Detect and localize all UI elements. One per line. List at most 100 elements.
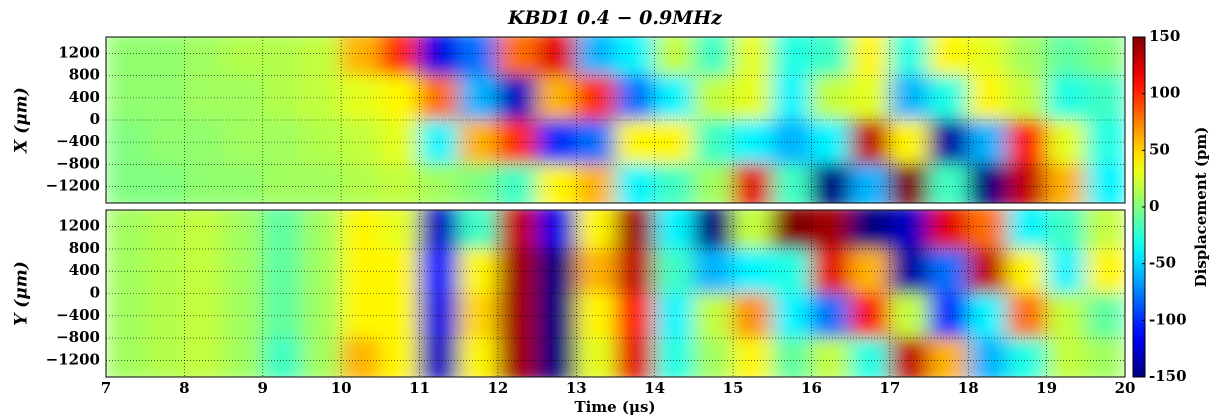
y-axis-label: X (μm): [12, 87, 32, 154]
y-tick-label: 400: [69, 261, 100, 279]
heatmap-cell: [340, 337, 381, 377]
heatmap-cell: [850, 210, 891, 250]
heatmap-cell: [262, 337, 303, 377]
heatmap-cell: [575, 210, 616, 250]
heatmap-cell: [379, 248, 421, 294]
heatmap-cell: [340, 248, 381, 294]
heatmap-cell: [144, 163, 185, 203]
heatmap-cell: [497, 337, 538, 377]
heatmap-cell: [536, 337, 577, 377]
heatmap-cell: [301, 337, 342, 377]
heatmap-cell: [262, 210, 303, 250]
y-tick-label: 0: [90, 284, 100, 302]
x-axis-label: Time (μs): [574, 398, 655, 416]
heatmap-cell: [1046, 337, 1087, 377]
x-tick-label: 9: [258, 379, 268, 397]
heatmap-cell: [183, 293, 225, 339]
heatmap-cell: [340, 293, 381, 339]
heatmap-cell: [379, 37, 421, 77]
heatmap-cell: [654, 337, 695, 377]
heatmap-cell: [262, 163, 303, 203]
x-tick-label: 10: [331, 379, 352, 397]
colorbar-tick-label: -150: [1149, 367, 1187, 385]
heatmap-cell: [810, 293, 852, 339]
heatmap-cell: [654, 163, 695, 203]
y-tick-label: −1200: [46, 176, 100, 194]
heatmap-cell: [106, 163, 146, 203]
heatmap-cell: [810, 337, 852, 377]
heatmap-cell: [693, 210, 734, 250]
x-tick-label: 7: [101, 379, 111, 397]
heatmap-cell: [967, 337, 1008, 377]
heatmap-cell: [536, 210, 577, 250]
y-tick-label: −800: [56, 154, 100, 172]
heatmap-cell: [654, 210, 695, 250]
heatmap-cell: [183, 75, 225, 121]
plot-frame: [105, 36, 1126, 204]
x-tick-label: 17: [879, 379, 900, 397]
heatmap-cell: [654, 37, 695, 77]
y-tick-label: 400: [69, 88, 100, 106]
y-tick-label: 800: [69, 239, 100, 257]
heatmap-cell: [379, 210, 421, 250]
heatmap-cells: [106, 37, 1125, 203]
heatmap-cell: [106, 37, 146, 77]
heatmap-cell: [967, 119, 1008, 165]
heatmap-cell: [928, 337, 969, 377]
heatmap-cell: [497, 37, 538, 77]
heatmap-cell: [106, 337, 146, 377]
heatmap-cell: [419, 337, 460, 377]
heatmap: [106, 210, 1125, 377]
heatmap-cell: [458, 37, 499, 77]
heatmap-cell: [732, 37, 773, 77]
heatmap-cell: [732, 163, 773, 203]
heatmap-cell: [967, 248, 1008, 294]
heatmap-cell: [223, 210, 264, 250]
heatmap-cell: [1085, 337, 1125, 377]
colorbar-tick-label: 100: [1149, 84, 1180, 102]
heatmap-cell: [732, 210, 773, 250]
heatmap-cell: [810, 119, 852, 165]
heatmap-cell: [967, 163, 1008, 203]
x-tick-label: 14: [644, 379, 665, 397]
heatmap-cell: [340, 37, 381, 77]
heatmap-cell: [928, 210, 969, 250]
heatmap-cell: [458, 210, 499, 250]
x-tick-label: 12: [487, 379, 508, 397]
y-tick-label: −1200: [46, 350, 100, 368]
heatmap-cell: [850, 163, 891, 203]
heatmap-cell: [536, 37, 577, 77]
heatmap-cell: [183, 163, 225, 203]
heatmap-cell: [223, 163, 264, 203]
heatmap-cell: [183, 337, 225, 377]
heatmap-cell: [419, 210, 460, 250]
heatmap-cell: [615, 248, 656, 294]
heatmap-cell: [223, 337, 264, 377]
x-tick-label: 8: [179, 379, 189, 397]
heatmap-cell: [615, 37, 656, 77]
x-tick-label: 16: [801, 379, 822, 397]
heatmap-cell: [967, 293, 1008, 339]
heatmap-cell: [223, 37, 264, 77]
heatmap-cell: [654, 293, 695, 339]
heatmap-cell: [106, 210, 146, 250]
heatmap-cell: [967, 75, 1008, 121]
heatmap-cell: [183, 248, 225, 294]
heatmap-cell: [693, 37, 734, 77]
heatmap-cell: [928, 75, 969, 121]
heatmap-cell: [654, 119, 695, 165]
y-axis-label: Y (μm): [12, 261, 32, 326]
heatmap-cell: [889, 37, 930, 77]
heatmap-cell: [693, 337, 734, 377]
heatmap-cell: [850, 337, 891, 377]
heatmap-cell: [419, 163, 460, 203]
heatmap-cell: [615, 337, 656, 377]
heatmap-cell: [301, 210, 342, 250]
y-tick-label: −800: [56, 328, 100, 346]
heatmap-cell: [810, 37, 852, 77]
heatmap-cell: [575, 37, 616, 77]
heatmap-cell: [183, 37, 225, 77]
colorbar-tick-label: -100: [1149, 310, 1187, 328]
heatmap-cell: [1046, 37, 1087, 77]
